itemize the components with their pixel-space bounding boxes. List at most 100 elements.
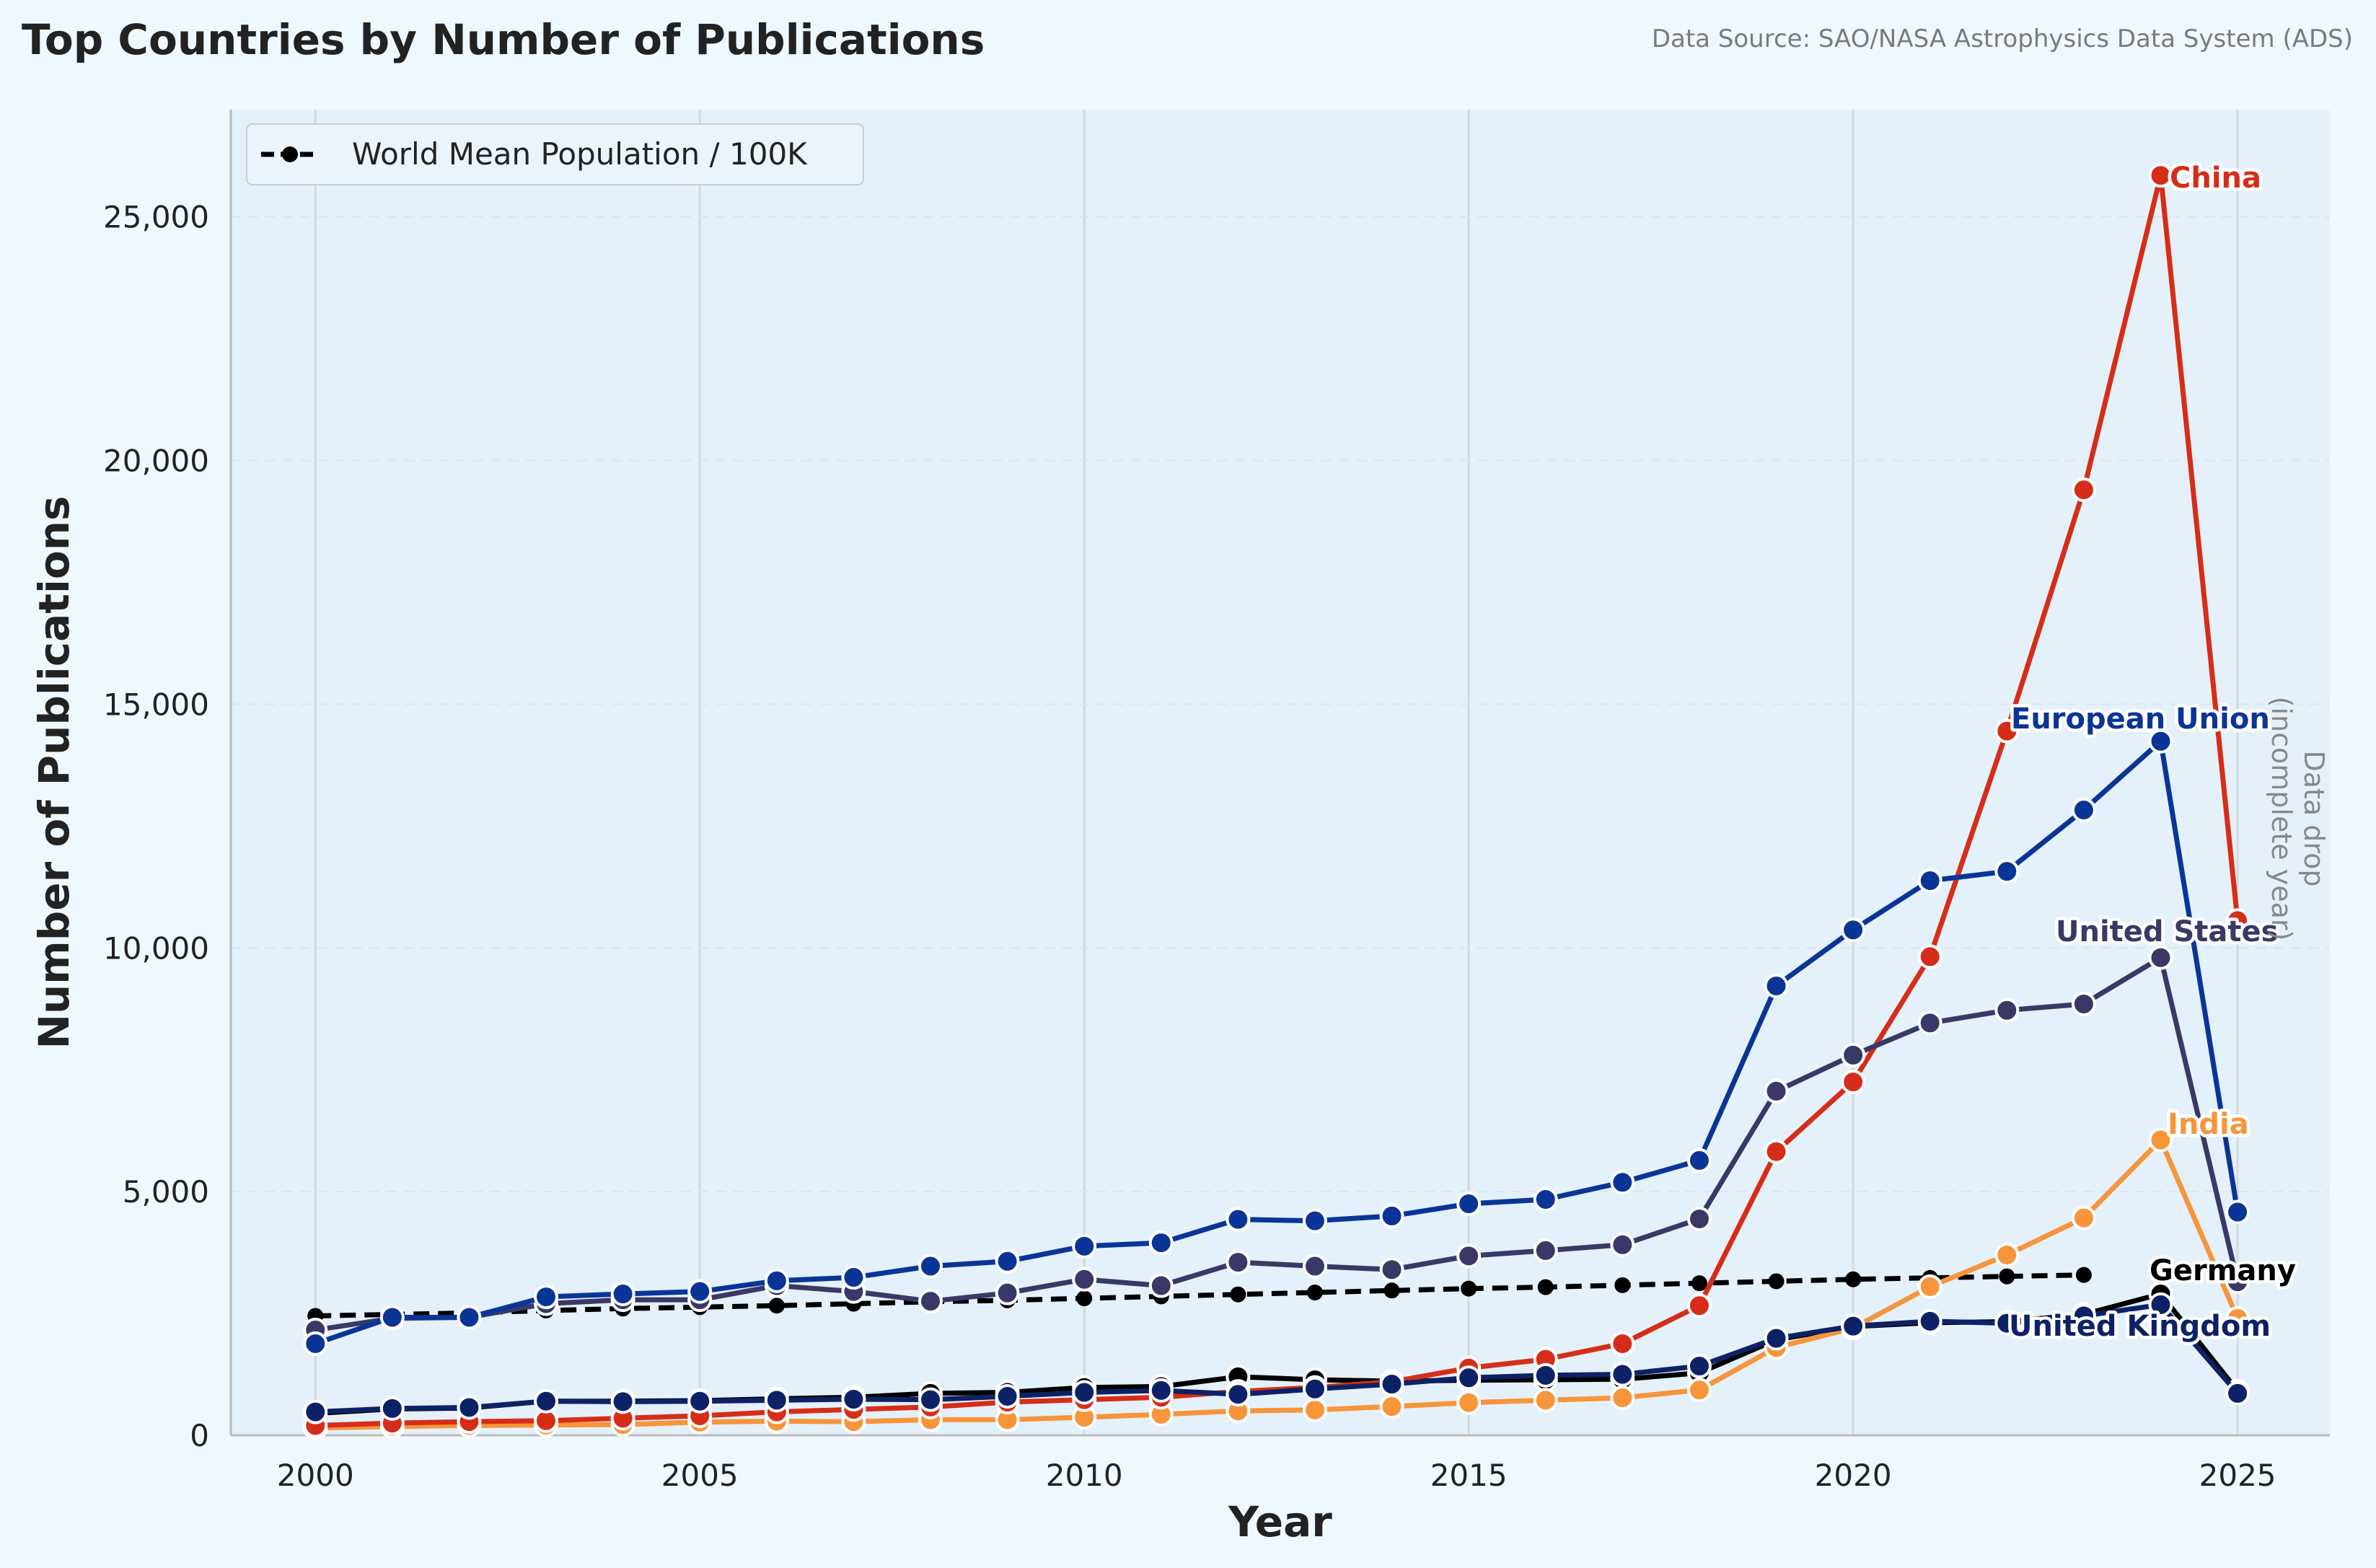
data-point — [1841, 1042, 1866, 1067]
data-point — [1379, 1257, 1404, 1282]
x-axis-label: Year — [1228, 1497, 1332, 1546]
plot-area — [231, 110, 2330, 1435]
data-point — [1841, 1313, 1866, 1339]
data-point — [1691, 1275, 1707, 1292]
data-point — [2148, 1292, 2173, 1317]
data-point — [2148, 163, 2173, 188]
data-point — [764, 1268, 789, 1293]
data-point — [1072, 1380, 1097, 1405]
y-tick-label: 25,000 — [103, 200, 209, 235]
data-point — [610, 1282, 635, 1307]
data-point — [1999, 1268, 2015, 1285]
data-point — [1148, 1273, 1174, 1298]
x-tick-label: 2010 — [1046, 1458, 1123, 1493]
data-point — [379, 1305, 405, 1330]
data-point — [1610, 1331, 1635, 1356]
data-point — [1917, 944, 1942, 969]
data-point — [995, 1383, 1020, 1409]
data-point — [1302, 1208, 1327, 1233]
data-point — [918, 1387, 943, 1412]
data-point — [1686, 1354, 1712, 1379]
legend-box — [246, 123, 864, 185]
data-point — [1917, 1010, 1942, 1036]
data-point — [2075, 1267, 2092, 1283]
data-point — [1226, 1207, 1251, 1232]
x-tick-label: 2025 — [2199, 1458, 2276, 1493]
data-point — [1230, 1286, 1246, 1303]
data-point — [764, 1388, 789, 1413]
data-point — [1917, 1308, 1942, 1334]
data-point — [1456, 1192, 1482, 1217]
data-point — [1994, 1311, 2020, 1336]
legend-marker — [282, 146, 298, 162]
data-point — [918, 1289, 943, 1314]
data-source-note: Data Source: SAO/NASA Astrophysics Data … — [1652, 25, 2353, 53]
data-point — [1610, 1232, 1635, 1257]
data-point — [1764, 1078, 1789, 1104]
data-point — [2071, 991, 2096, 1016]
data-point — [2071, 1303, 2096, 1329]
data-point — [2148, 728, 2173, 754]
data-point — [1764, 1326, 1789, 1351]
x-tick-label: 2000 — [277, 1458, 354, 1493]
data-point — [2148, 945, 2173, 970]
data-point — [1226, 1382, 1251, 1407]
data-point — [1379, 1203, 1404, 1228]
data-point — [918, 1254, 943, 1279]
grid — [231, 110, 2330, 1435]
data-point — [768, 1298, 785, 1314]
data-point — [841, 1265, 866, 1290]
data-point — [1686, 1206, 1712, 1231]
y-tick-label: 15,000 — [103, 687, 209, 722]
series-line — [315, 1272, 2084, 1318]
data-point — [1614, 1277, 1631, 1293]
data-point — [2225, 908, 2250, 933]
data-point — [1994, 997, 2020, 1023]
data-point — [2225, 1199, 2250, 1225]
data-point — [1456, 1365, 1482, 1391]
data-point — [534, 1388, 559, 1414]
data-point — [1768, 1273, 1785, 1290]
legend-label: World Mean Population / 100K — [352, 136, 808, 172]
data-point — [687, 1388, 713, 1414]
data-point — [303, 1399, 328, 1424]
data-point — [1686, 1378, 1712, 1403]
data-point — [1076, 1290, 1093, 1307]
data-point — [2071, 1205, 2096, 1230]
data-point — [1917, 868, 1942, 894]
data-point — [1072, 1267, 1097, 1292]
series-line — [315, 1137, 2240, 1431]
data-point — [1845, 1271, 1862, 1287]
legend: World Mean Population / 100K — [246, 123, 864, 185]
data-point — [1383, 1282, 1400, 1299]
data-point — [2225, 1269, 2250, 1295]
data-point — [1379, 1394, 1404, 1419]
data-point — [1533, 1388, 1558, 1413]
data-point — [1610, 1170, 1635, 1195]
incomplete-year-annotation: Data drop (incomplete year) — [2266, 697, 2330, 941]
data-point — [1994, 718, 2020, 744]
data-point — [841, 1386, 866, 1411]
data-point — [1917, 1274, 1942, 1299]
data-point — [2148, 1127, 2173, 1153]
data-point — [1610, 1362, 1635, 1387]
y-ticks: 0 5,000 10,000 15,000 20,000 25,000 — [103, 200, 209, 1453]
x-ticks: 2000 2005 2010 2015 2020 2025 — [277, 1458, 2276, 1493]
y-tick-label: 10,000 — [103, 930, 209, 966]
series-label: India — [2168, 1108, 2249, 1141]
x-tick-label: 2020 — [1815, 1458, 1892, 1493]
data-point — [1456, 1243, 1482, 1269]
data-point — [2225, 1380, 2250, 1406]
data-point — [1456, 1390, 1482, 1415]
data-point — [1764, 973, 1789, 998]
data-point — [1686, 1293, 1712, 1318]
annotation-line-1: Data drop — [2298, 750, 2330, 886]
series-line — [314, 955, 2240, 1333]
chart-title: Top Countries by Number of Publications — [22, 15, 985, 64]
data-point — [995, 1280, 1020, 1305]
data-point — [1226, 1250, 1251, 1275]
data-point — [457, 1305, 482, 1330]
data-point — [1148, 1378, 1174, 1403]
data-point — [2225, 1305, 2250, 1331]
x-tick-label: 2015 — [1430, 1458, 1508, 1493]
